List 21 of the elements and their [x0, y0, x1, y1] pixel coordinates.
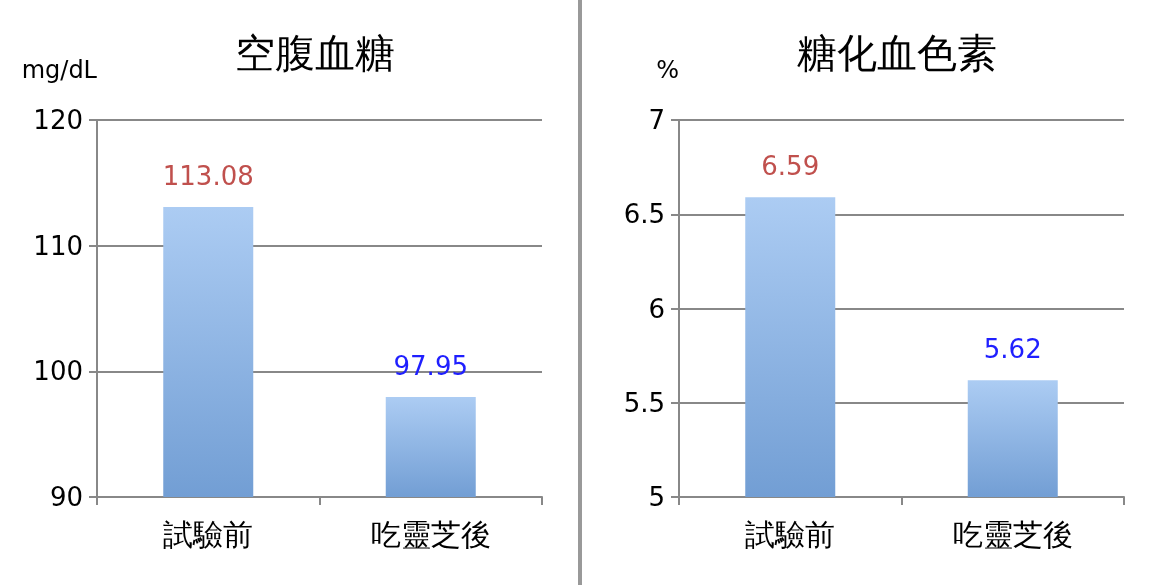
chart-title: 糖化血色素	[797, 30, 997, 76]
y-tick-label: 110	[33, 230, 83, 261]
data-label: 113.08	[162, 160, 254, 191]
y-tick-label: 7	[648, 105, 665, 135]
y-axis-title: mg/dL	[21, 56, 98, 84]
y-tick-label: 5	[648, 482, 665, 512]
y-tick-label: 6.5	[623, 199, 665, 230]
y-tick-label: 90	[49, 482, 83, 512]
x-tick-label: 試驗前	[745, 516, 836, 552]
chart-title: 空腹血糖	[235, 30, 395, 76]
x-tick-label: 吃靈芝後	[370, 516, 491, 552]
data-label: 5.62	[983, 334, 1042, 365]
data-label: 6.59	[761, 151, 820, 182]
y-axis-title: %	[656, 56, 679, 84]
y-tick-label: 6	[648, 293, 665, 324]
y-tick-label: 5.5	[623, 387, 665, 418]
data-label: 97.95	[393, 351, 468, 382]
y-tick-label: 100	[33, 356, 83, 387]
x-tick-label: 試驗前	[163, 516, 254, 552]
y-tick-label: 120	[33, 105, 83, 135]
x-tick-label: 吃靈芝後	[952, 516, 1073, 552]
